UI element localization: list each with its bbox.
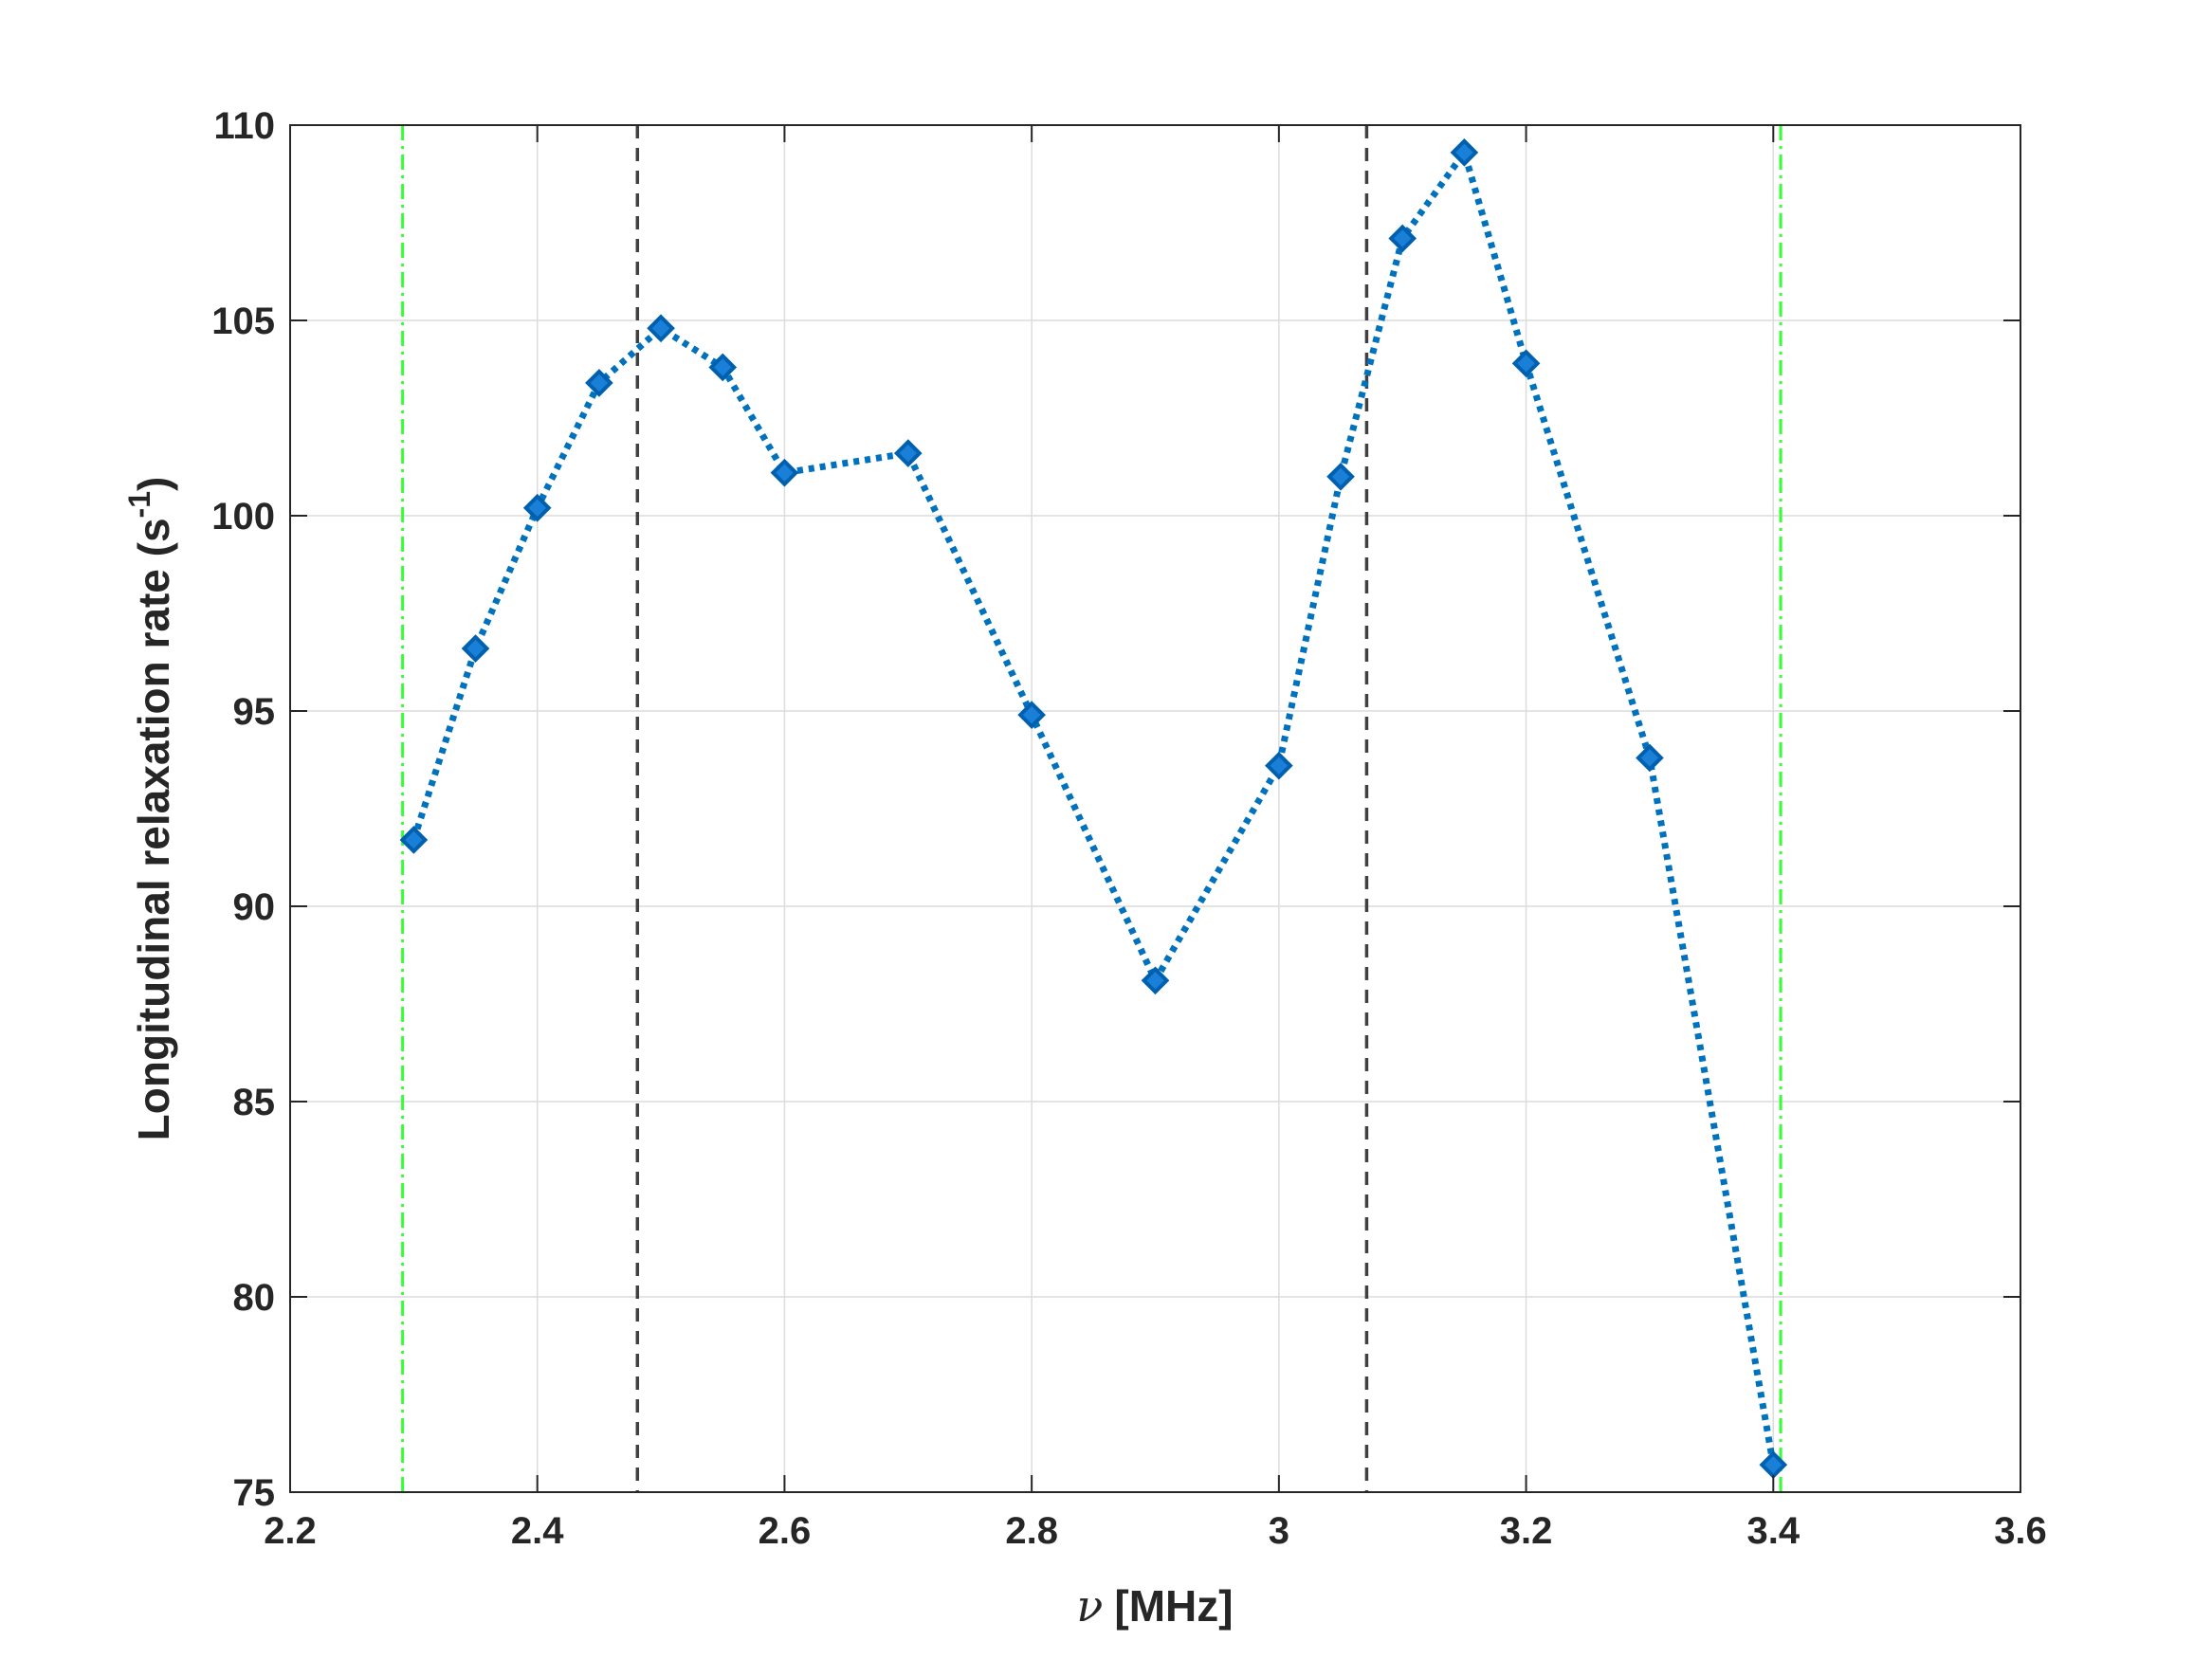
x-tick-label: 2.8 [1005, 1510, 1058, 1552]
data-point [708, 353, 738, 382]
data-point [461, 634, 490, 663]
x-axis-symbol: ν [1076, 1580, 1103, 1632]
reference-lines [401, 125, 1782, 1492]
y-tick-label: 80 [233, 1277, 276, 1319]
y-tick-label: 90 [233, 886, 276, 928]
data-point [1017, 701, 1046, 729]
x-tick-label: 2.4 [511, 1510, 564, 1552]
data-point [399, 826, 429, 854]
x-tick-label: 2.6 [759, 1510, 812, 1552]
x-tick-label: 3.2 [1500, 1510, 1553, 1552]
data-point [1141, 966, 1170, 995]
x-axis-label: ν [MHz] [1076, 1580, 1233, 1632]
y-tick-label: 75 [233, 1472, 276, 1514]
x-tick-label: 3 [1269, 1510, 1289, 1552]
data-point [1265, 751, 1293, 780]
x-tick-label: 3.4 [1746, 1510, 1800, 1552]
data-point [522, 493, 552, 522]
x-axis-text: [MHz] [1114, 1581, 1233, 1631]
plot-frame [289, 124, 2021, 1493]
data-point [1388, 224, 1417, 253]
y-axis-label: Longitudinal relaxation rate (s-1) [122, 477, 178, 1141]
data-point [585, 369, 613, 397]
data-point [893, 439, 923, 467]
y-axis-text: Longitudinal relaxation rate (s [129, 518, 178, 1140]
data-point [1450, 138, 1479, 167]
data-point [770, 458, 799, 487]
series-layer [399, 138, 1788, 1479]
data-point [1511, 349, 1541, 378]
x-tick-label: 3.6 [1994, 1510, 2047, 1552]
data-point [1326, 462, 1355, 491]
data-point [647, 314, 675, 343]
y-tick-label: 110 [213, 105, 275, 147]
y-axis-superscript: -1 [122, 491, 156, 518]
data-point [1636, 743, 1664, 773]
y-tick-label: 100 [211, 496, 275, 538]
y-tick-label: 85 [233, 1082, 276, 1123]
ticks [289, 124, 2021, 1493]
y-axis-tail: ) [129, 477, 178, 491]
tick-labels: 2.2 2.4 2.6 2.8 3 3.2 3.4 3.6 75 80 85 90 95 100 105 11… [211, 105, 2047, 1552]
y-tick-label: 105 [211, 301, 275, 342]
plot-background [290, 125, 2020, 1492]
x-tick-label: 2.2 [264, 1510, 317, 1552]
y-tick-label: 95 [233, 691, 276, 733]
